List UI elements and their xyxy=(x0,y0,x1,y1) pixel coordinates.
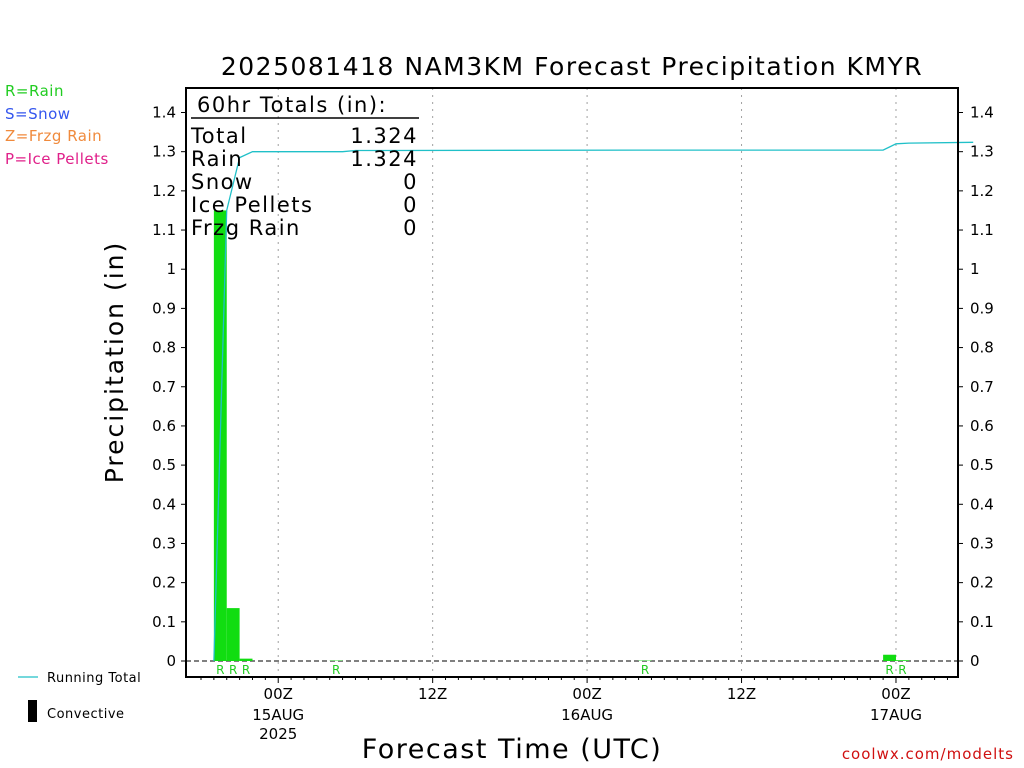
grid-layer xyxy=(186,88,958,677)
source-url[interactable]: coolwx.com/modelts xyxy=(841,745,1014,763)
running-total-layer xyxy=(213,141,974,662)
totals-row-value: 1.324 xyxy=(350,124,418,148)
ptype-label: R xyxy=(242,663,250,677)
ptype-legend-frzg-rain: Z=Frzg Rain xyxy=(5,127,102,145)
ptype-label: R xyxy=(885,663,893,677)
convective-legend-label: Convective xyxy=(47,707,125,722)
ptype-label: R xyxy=(332,663,340,677)
x-tick-label: 00Z xyxy=(881,685,910,703)
y-tick-label-right: 0.7 xyxy=(970,378,994,396)
axes-layer xyxy=(181,87,963,683)
totals-box: 60hr Totals (in): Total 1.324 Rain 1.324… xyxy=(190,93,419,240)
y-tick-label-right: 0.4 xyxy=(970,495,994,513)
y-tick-label-right: 1.3 xyxy=(970,143,994,161)
y-tick-label-right: 1.2 xyxy=(970,182,994,200)
totals-header: 60hr Totals (in): xyxy=(197,93,387,117)
x-tick-date-label: 16AUG xyxy=(561,706,613,724)
y-axis-label: Precipitation (in) xyxy=(100,241,129,484)
x-tick-label: 00Z xyxy=(264,685,293,703)
x-tick-label: 12Z xyxy=(418,685,447,703)
y-tick-label-right: 0.1 xyxy=(970,613,994,631)
totals-row-label: Ice Pellets xyxy=(191,193,313,217)
bottom-legend: Running Total Convective xyxy=(18,671,141,722)
totals-row-value: 0 xyxy=(403,193,418,217)
y-tick-label-left: 1.3 xyxy=(152,143,176,161)
totals-row-label: Snow xyxy=(191,170,254,194)
totals-row-label: Frzg Rain xyxy=(191,216,301,240)
y-tick-label-right: 0 xyxy=(970,652,980,670)
labels-layer: 0 00.1 0.10.2 0.20.3 0.30.4 0.40.5 0.50.6 0.60.… xyxy=(152,104,994,744)
y-tick-label-right: 1.1 xyxy=(970,221,994,239)
y-tick-label-left: 1 xyxy=(166,260,176,278)
totals-row-value: 0 xyxy=(403,216,418,240)
y-tick-label-left: 0.1 xyxy=(152,613,176,631)
precip-bar xyxy=(239,658,253,661)
precip-bar xyxy=(226,608,240,661)
totals-row-label: Total xyxy=(190,124,248,148)
plot-frame xyxy=(185,87,959,678)
precip-bar xyxy=(895,660,909,661)
y-tick-label-left: 0.3 xyxy=(152,534,176,552)
y-tick-label-left: 0.7 xyxy=(152,378,176,396)
chart-title: 2025081418 NAM3KM Forecast Precipitation… xyxy=(221,52,923,81)
ptype-label: R xyxy=(229,663,237,677)
x-tick-label: 00Z xyxy=(572,685,601,703)
ptype-legend-snow: S=Snow xyxy=(5,105,71,123)
ptype-legend-ice-pellets: P=Ice Pellets xyxy=(5,150,109,168)
y-tick-label-left: 0.8 xyxy=(152,339,176,357)
totals-row-value: 0 xyxy=(403,170,418,194)
ptype-legend-rain: R=Rain xyxy=(5,82,64,100)
y-tick-label-left: 1.4 xyxy=(152,104,176,122)
totals-row-label: Rain xyxy=(191,147,243,171)
x-axis-label: Forecast Time (UTC) xyxy=(362,734,663,765)
x-tick-year-label: 2025 xyxy=(259,725,297,743)
y-tick-label-right: 0.3 xyxy=(970,534,994,552)
x-tick-label: 12Z xyxy=(727,685,756,703)
y-tick-label-left: 1.2 xyxy=(152,182,176,200)
ptype-legend: R=Rain S=Snow Z=Frzg Rain P=Ice Pellets xyxy=(5,82,109,168)
y-tick-label-left: 0.4 xyxy=(152,495,176,513)
y-tick-label-left: 0.2 xyxy=(152,574,176,592)
y-tick-label-right: 0.2 xyxy=(970,574,994,592)
ptype-label: R xyxy=(641,663,649,677)
ptype-label: R xyxy=(898,663,906,677)
y-tick-label-left: 1.1 xyxy=(152,221,176,239)
totals-row-value: 1.324 xyxy=(350,147,418,171)
running-total-legend-label: Running Total xyxy=(47,671,141,686)
y-tick-label-right: 0.6 xyxy=(970,417,994,435)
ptype-label: R xyxy=(216,663,224,677)
convective-swatch xyxy=(28,700,37,722)
x-tick-date-label: 15AUG xyxy=(252,706,304,724)
y-tick-label-right: 0.9 xyxy=(970,299,994,317)
y-tick-label-left: 0.6 xyxy=(152,417,176,435)
y-tick-label-right: 0.8 xyxy=(970,339,994,357)
y-tick-label-left: 0.9 xyxy=(152,299,176,317)
y-tick-label-right: 1 xyxy=(970,260,980,278)
y-tick-label-right: 0.5 xyxy=(970,456,994,474)
x-tick-date-label: 17AUG xyxy=(870,706,922,724)
precip-bar xyxy=(883,654,896,661)
y-tick-label-left: 0 xyxy=(166,652,176,670)
running-total-line xyxy=(213,141,974,662)
y-tick-label-right: 1.4 xyxy=(970,104,994,122)
y-tick-label-left: 0.5 xyxy=(152,456,176,474)
